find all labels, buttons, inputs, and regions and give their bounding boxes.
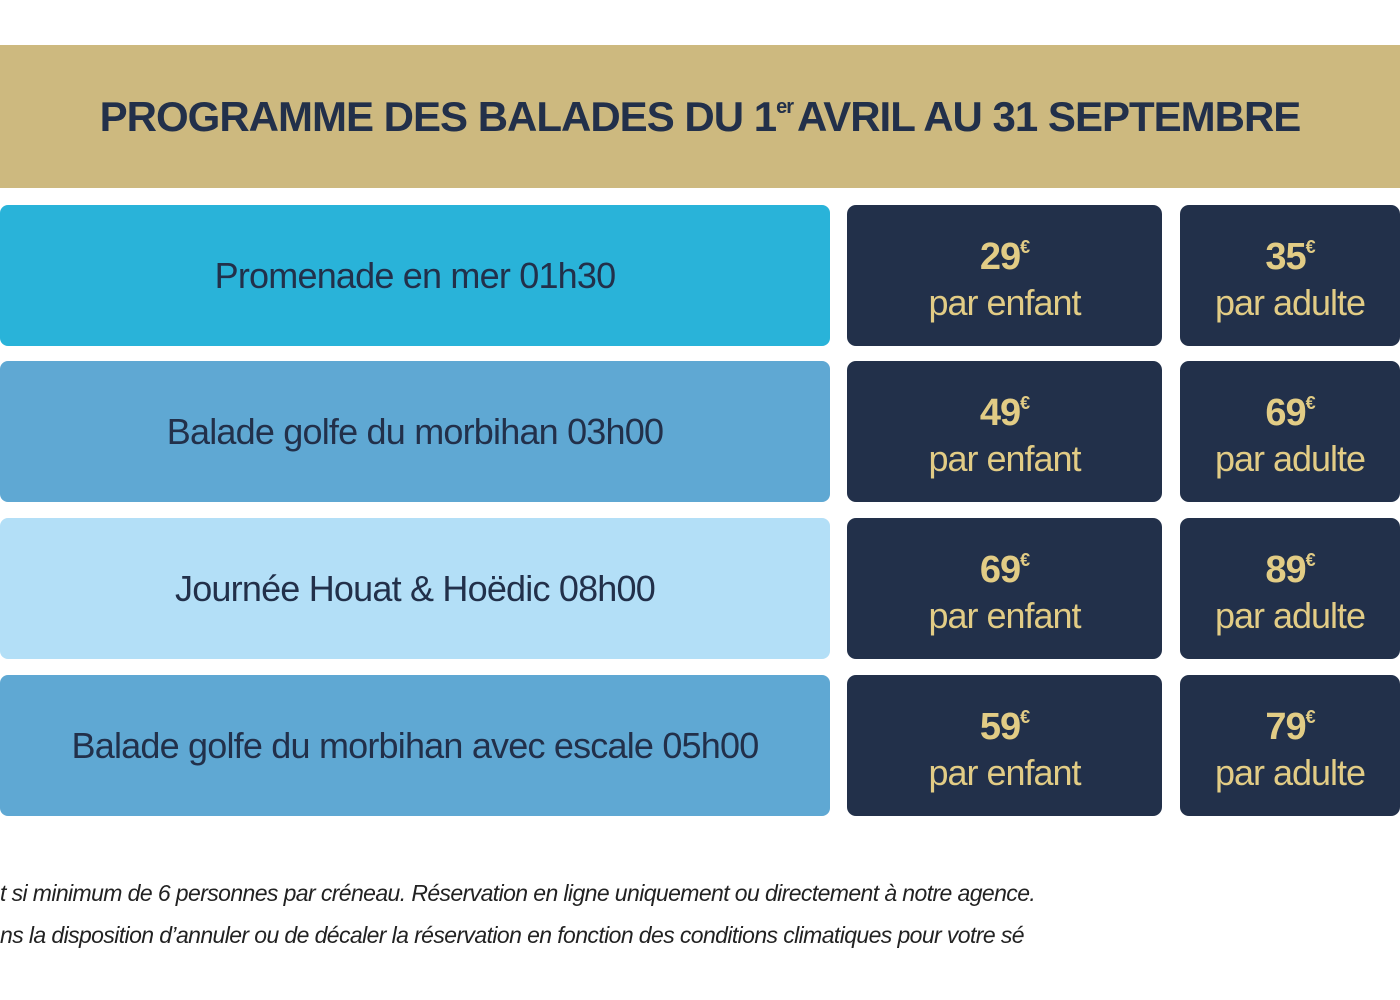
- child-price: 49€: [979, 392, 1030, 434]
- child-price: 59€: [979, 706, 1030, 748]
- footer-note-1: t si minimum de 6 personnes par créneau.…: [0, 880, 1036, 906]
- adult-label: par adulte: [1214, 752, 1366, 793]
- page-title: PROGRAMME DES BALADES DU 1erAVRIL AU 31 …: [99, 92, 1302, 140]
- tour-name: Journée Houat & Hoëdic 08h00: [175, 567, 656, 609]
- tour-label-box: Promenade en mer 01h30: [0, 205, 830, 346]
- adult-price: 69€: [1265, 392, 1315, 434]
- child-price-box: 49€ par enfant: [847, 361, 1162, 502]
- child-price-box: 29€ par enfant: [847, 205, 1162, 346]
- child-price-box: 59€ par enfant: [847, 675, 1162, 816]
- adult-price-box: 69€ par adulte: [1180, 361, 1400, 502]
- tour-name: Balade golfe du morbihan 03h00: [166, 410, 664, 452]
- adult-label: par adulte: [1214, 595, 1366, 636]
- tour-name: Balade golfe du morbihan avec escale 05h…: [71, 724, 760, 766]
- child-label: par enfant: [928, 595, 1081, 636]
- child-price-box: 69€ par enfant: [847, 518, 1162, 659]
- adult-price: 35€: [1265, 236, 1315, 278]
- adult-price-box: 89€ par adulte: [1180, 518, 1400, 659]
- child-label: par enfant: [928, 282, 1081, 323]
- adult-price-box: 35€ par adulte: [1180, 205, 1400, 346]
- adult-price: 79€: [1265, 706, 1315, 748]
- tour-name: Promenade en mer 01h30: [214, 254, 616, 296]
- child-label: par enfant: [928, 438, 1081, 479]
- tour-label-box: Balade golfe du morbihan 03h00: [0, 361, 830, 502]
- footer-note-2: ns la disposition d’annuler ou de décale…: [0, 922, 1025, 948]
- child-price: 69€: [979, 549, 1030, 591]
- adult-price-box: 79€ par adulte: [1180, 675, 1400, 816]
- child-label: par enfant: [928, 752, 1081, 793]
- adult-label: par adulte: [1214, 282, 1366, 323]
- tour-label-box: Journée Houat & Hoëdic 08h00: [0, 518, 830, 659]
- tour-label-box: Balade golfe du morbihan avec escale 05h…: [0, 675, 830, 816]
- header-banner: PROGRAMME DES BALADES DU 1erAVRIL AU 31 …: [0, 45, 1400, 188]
- adult-price: 89€: [1265, 549, 1315, 591]
- adult-label: par adulte: [1214, 438, 1366, 479]
- child-price: 29€: [979, 236, 1030, 278]
